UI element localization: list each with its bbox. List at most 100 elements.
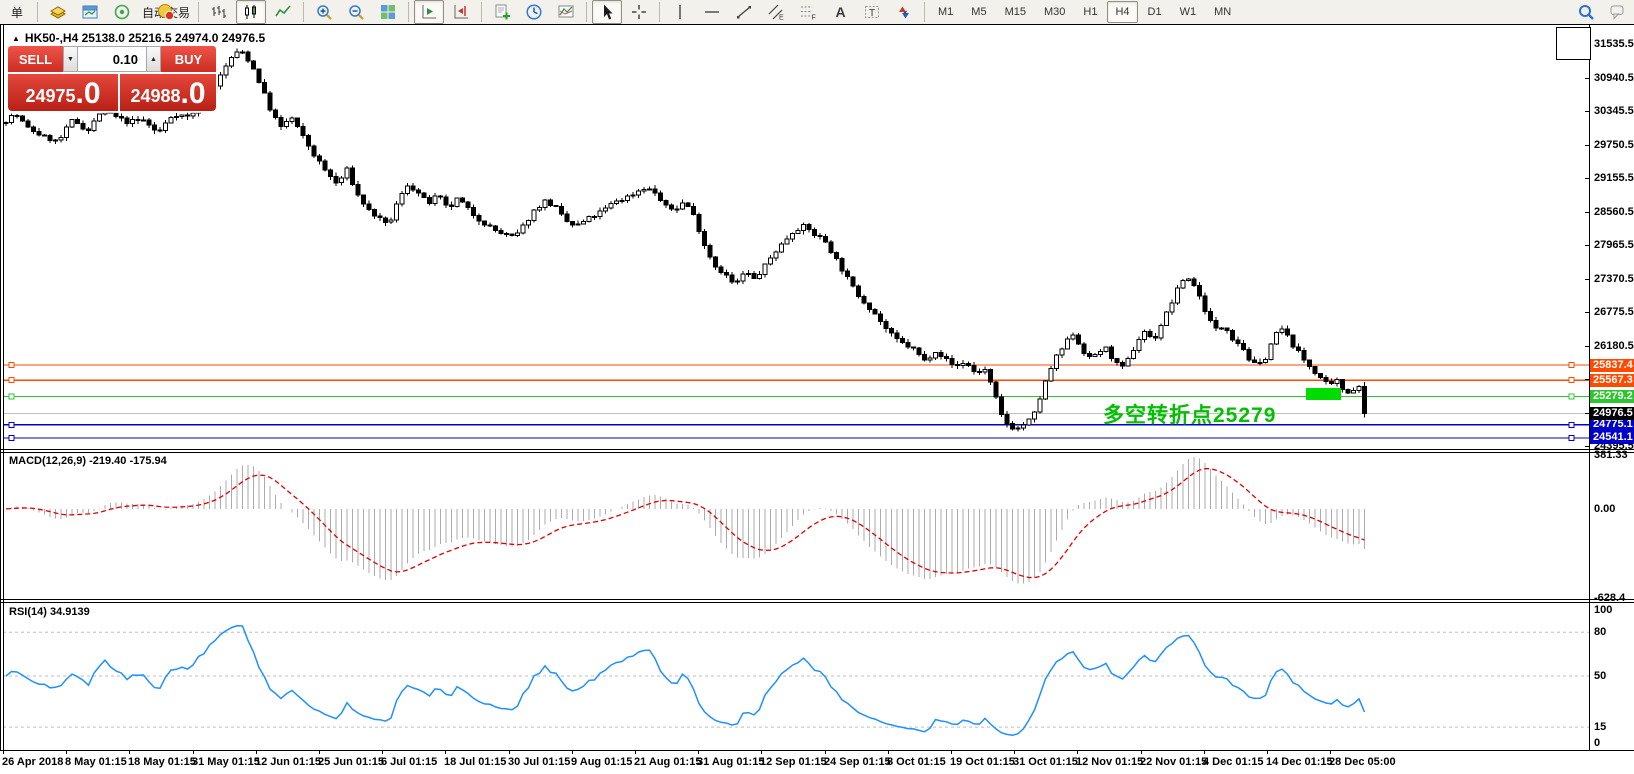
candlestick-chart-button[interactable] bbox=[236, 0, 267, 24]
collapse-triangle-icon[interactable]: ▲ bbox=[12, 33, 20, 43]
line-handle[interactable] bbox=[1568, 421, 1575, 428]
candle-body bbox=[1048, 368, 1054, 382]
candle-body bbox=[405, 185, 410, 194]
candle-body bbox=[421, 192, 427, 198]
zoom-out-button[interactable] bbox=[341, 0, 371, 24]
rsi-pane[interactable] bbox=[3, 603, 1589, 749]
cursor-button[interactable] bbox=[592, 0, 623, 24]
tile-windows-button[interactable] bbox=[373, 0, 403, 24]
candle-body bbox=[944, 356, 949, 360]
candle-body bbox=[641, 188, 647, 192]
chart-shift-button[interactable] bbox=[446, 0, 476, 24]
horizontal-line-icon bbox=[705, 11, 720, 13]
candle-body bbox=[504, 232, 509, 235]
time-axis[interactable]: 26 Apr 2018 8 May 01:15 18 May 01:15 31 May… bbox=[0, 750, 1634, 774]
candle-body bbox=[982, 368, 988, 373]
line-handle[interactable] bbox=[1568, 377, 1575, 384]
candle-body bbox=[856, 285, 861, 298]
timeframe-w1-button[interactable]: W1 bbox=[1179, 6, 1197, 18]
line-handle[interactable] bbox=[1568, 435, 1575, 441]
candle-body bbox=[251, 60, 256, 70]
candle-body bbox=[311, 145, 317, 157]
text-label-button[interactable]: T bbox=[857, 0, 887, 24]
line-handle[interactable] bbox=[8, 393, 15, 400]
periods-button[interactable]: ▾ bbox=[519, 0, 549, 24]
line-chart-button[interactable] bbox=[268, 0, 298, 24]
auto-scroll-button[interactable] bbox=[414, 0, 445, 24]
line-handle[interactable] bbox=[8, 435, 15, 441]
line-handle[interactable] bbox=[1568, 393, 1575, 400]
timeframe-h1-button[interactable]: H1 bbox=[1083, 6, 1098, 18]
pane-separator[interactable] bbox=[0, 449, 1634, 453]
timeframe-m1-button[interactable]: M1 bbox=[938, 6, 954, 18]
candle-body bbox=[735, 280, 740, 283]
terminal-window-button[interactable] bbox=[75, 0, 105, 24]
buy-price-button[interactable]: 24988.0 bbox=[120, 74, 216, 111]
candle-body bbox=[900, 338, 905, 343]
sell-price-button[interactable]: 24975.0 bbox=[8, 74, 118, 111]
market-watch-button[interactable] bbox=[43, 0, 73, 24]
candle-body bbox=[482, 220, 487, 226]
macd-axis-label: -628.4 bbox=[1594, 592, 1626, 604]
timeframe-m30-button[interactable]: M30 bbox=[1043, 6, 1066, 18]
autotrading-button[interactable]: 自动交易 bbox=[139, 0, 193, 24]
main-price-pane[interactable] bbox=[3, 25, 1589, 449]
zoom-in-button[interactable] bbox=[309, 0, 339, 24]
timeframe-d1-button[interactable]: D1 bbox=[1147, 6, 1162, 18]
arrows-button[interactable]: ▾ bbox=[889, 0, 919, 24]
line-handle[interactable] bbox=[8, 362, 15, 368]
candle-body bbox=[64, 126, 69, 138]
candle-body bbox=[867, 302, 872, 311]
buy-button[interactable]: BUY bbox=[161, 46, 216, 72]
candle-body bbox=[1109, 346, 1114, 360]
price-axis-label: 29155.5 bbox=[1594, 172, 1634, 184]
vertical-line-button[interactable] bbox=[665, 0, 695, 24]
bar-chart-button[interactable] bbox=[204, 0, 234, 24]
line-handle[interactable] bbox=[8, 377, 15, 384]
new-order-button[interactable]: 单 bbox=[2, 0, 32, 24]
candle-body bbox=[86, 128, 91, 131]
volume-input[interactable]: 0.10 bbox=[78, 46, 146, 72]
horizontal-line-button[interactable] bbox=[697, 0, 727, 24]
text-button[interactable]: A bbox=[825, 0, 855, 24]
candle-body bbox=[938, 352, 944, 358]
time-axis-label: 31 Oct 01:15 bbox=[1013, 756, 1078, 768]
sell-button[interactable]: SELL bbox=[8, 46, 63, 72]
highlight-rectangle[interactable] bbox=[1306, 388, 1341, 400]
trendline-button[interactable] bbox=[729, 0, 759, 24]
candle-body bbox=[130, 119, 135, 125]
timeframe-m15-button[interactable]: M15 bbox=[1004, 6, 1026, 18]
templates-button[interactable]: ▾ bbox=[551, 0, 581, 24]
line-handle[interactable] bbox=[8, 421, 15, 428]
candle-body bbox=[652, 188, 658, 194]
svg-text:F: F bbox=[812, 15, 816, 22]
candle-body bbox=[91, 120, 97, 131]
search-button[interactable] bbox=[1571, 0, 1601, 24]
candle-body bbox=[234, 51, 240, 58]
volume-increase-button[interactable]: ▲ bbox=[146, 46, 161, 72]
line-handle[interactable] bbox=[1568, 362, 1575, 368]
candle-body bbox=[1070, 334, 1076, 340]
search-icon bbox=[1579, 5, 1594, 20]
timeframe-h4-button[interactable]: H4 bbox=[1107, 1, 1138, 23]
candle-body bbox=[69, 119, 75, 128]
candle-body bbox=[9, 115, 14, 123]
equidistant-channel-button[interactable]: E bbox=[761, 0, 791, 24]
indicators-button[interactable]: ▾ bbox=[487, 0, 517, 24]
candle-body bbox=[1246, 349, 1252, 361]
volume-decrease-button[interactable]: ▼ bbox=[63, 46, 78, 72]
signals-button[interactable] bbox=[107, 0, 137, 24]
text-icon: A bbox=[836, 4, 846, 20]
macd-pane[interactable] bbox=[3, 453, 1589, 598]
pane-separator[interactable] bbox=[0, 599, 1634, 603]
candle-body bbox=[471, 207, 476, 216]
candle-body bbox=[1208, 310, 1213, 321]
timeframe-mn-button[interactable]: MN bbox=[1214, 6, 1232, 18]
candle-body bbox=[1004, 414, 1010, 425]
axis-tick bbox=[1585, 178, 1589, 179]
crosshair-button[interactable] bbox=[624, 0, 654, 24]
fibonacci-button[interactable]: F bbox=[793, 0, 823, 24]
chat-button[interactable] bbox=[1603, 0, 1633, 24]
candle-body bbox=[520, 224, 526, 234]
timeframe-m5-button[interactable]: M5 bbox=[971, 6, 987, 18]
